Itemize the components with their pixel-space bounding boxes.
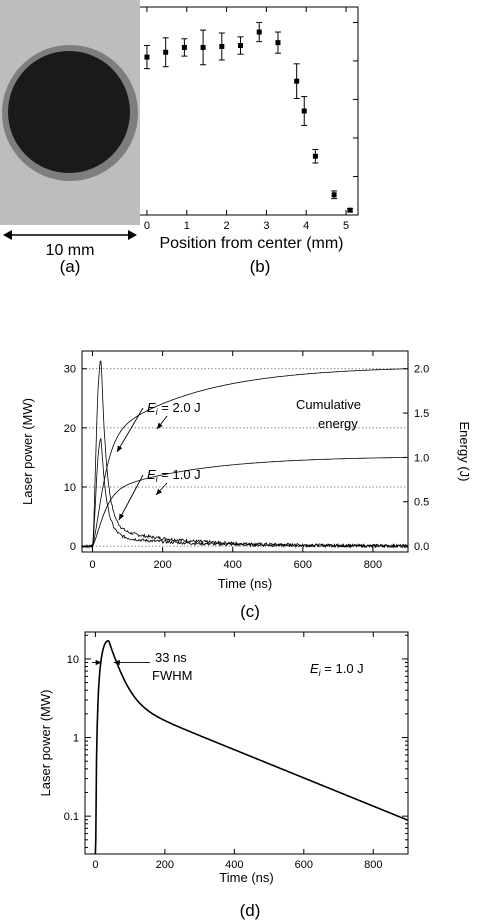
- x-tick-label: 800: [364, 559, 382, 571]
- data-point: [219, 43, 225, 49]
- arrow-2j-energy-head: [157, 422, 163, 429]
- x-tick-label: 400: [224, 559, 242, 571]
- arrow-1j-power: [118, 474, 144, 521]
- data-point: [331, 192, 337, 198]
- x-tick-label: 0: [92, 859, 98, 871]
- y-tick-label: 0: [70, 541, 76, 553]
- x-axis-label: Position from center (mm): [159, 235, 343, 252]
- y-axis-label: Laser power (MW): [20, 398, 35, 505]
- annotation-ei-1: Ei = 1.0 J: [147, 467, 201, 484]
- arrow-1j-power-head: [119, 513, 125, 520]
- series-line-2: [82, 368, 408, 547]
- x-axis-label: Time (ns): [219, 870, 273, 885]
- x-tick-label: 0: [89, 559, 95, 571]
- y-axis-label: Laser power (MW): [38, 690, 53, 797]
- series-line-1: [82, 437, 409, 549]
- y-tick-label: 10: [67, 654, 79, 666]
- plot-frame: [84, 631, 409, 855]
- x-tick-label: 200: [156, 859, 174, 871]
- panel-d-label: (d): [240, 901, 261, 920]
- annotation-ei-2: Ei = 2.0 J: [147, 400, 201, 417]
- data-point: [181, 44, 187, 50]
- annotation-cumulative: Cumulative: [296, 397, 361, 412]
- arrow-1j-energy-head: [156, 488, 162, 495]
- y-tick-label: 10: [64, 482, 76, 494]
- x-tick-label: 4: [303, 220, 309, 232]
- annotation-ei-1: Ei = 1.0 J: [310, 661, 364, 678]
- x-tick-label: 200: [153, 559, 171, 571]
- y-right-axis-label: Energy (J): [457, 422, 472, 482]
- x-tick-label: 1: [184, 220, 190, 232]
- y-tick-label: 20: [64, 423, 76, 435]
- x-tick-label: 600: [294, 559, 312, 571]
- y-right-tick-label: 2.0: [414, 364, 429, 376]
- x-axis-label: Time (ns): [218, 576, 272, 591]
- arrow-2j-power: [116, 407, 144, 453]
- data-point: [163, 49, 169, 55]
- fwhm-arrowhead-right: [113, 659, 120, 666]
- x-tick-label: 400: [225, 859, 243, 871]
- data-point: [312, 153, 318, 159]
- annotation-energy: energy: [318, 416, 358, 431]
- panel-c-label: (c): [240, 602, 260, 620]
- data-point: [238, 43, 244, 49]
- y-tick-label: 30: [64, 364, 76, 376]
- chart-c: 0 200 400 600 800 0 10 20 30 0.0 0.5 1.0 1.5 2.0 Time …: [20, 350, 472, 620]
- scale-bar-label: 10 mm: [45, 242, 95, 259]
- chart-b-plot: 0123450.00.20.40.60.81.0Position from ce…: [140, 6, 359, 276]
- y-right-tick-label: 0.0: [414, 541, 429, 553]
- y-right-tick-label: 1.0: [414, 452, 429, 464]
- y-right-tick-label: 1.5: [414, 408, 429, 420]
- data-point: [144, 54, 150, 60]
- data-point: [200, 44, 206, 50]
- data-point: [256, 29, 262, 35]
- series-line-3: [82, 456, 408, 547]
- series-line-0: [81, 360, 409, 549]
- burn-spot: [8, 51, 130, 173]
- panel-a-label: (a): [59, 257, 81, 276]
- data-point: [347, 207, 353, 213]
- panel-b-label: (b): [250, 257, 271, 276]
- y-right-tick-label: 0.5: [414, 497, 429, 509]
- x-tick-label: 600: [295, 859, 313, 871]
- arrow-2j-power-head: [117, 445, 123, 452]
- data-point: [301, 108, 307, 114]
- scale-bar: [3, 230, 137, 240]
- x-tick-label: 2: [224, 220, 230, 232]
- x-tick-label: 0: [144, 220, 150, 232]
- chart-b: 0123450.00.20.40.60.81.0Position from ce…: [140, 6, 359, 276]
- x-tick-label: 5: [343, 220, 349, 232]
- fwhm-arrowhead-left: [95, 659, 102, 666]
- series-line-d: [94, 639, 409, 855]
- data-point: [275, 40, 281, 46]
- y-tick-label: 1: [73, 733, 79, 745]
- annotation-fwhm: FWHM: [152, 668, 192, 683]
- panel-a: 10 mm (a): [0, 0, 140, 280]
- x-tick-label: 3: [263, 220, 269, 232]
- y-tick-label: 0.1: [64, 811, 79, 823]
- data-point: [294, 78, 300, 84]
- plot-frame: [140, 6, 359, 216]
- x-tick-label: 800: [364, 859, 382, 871]
- plot-frame: [81, 350, 409, 553]
- chart-d: 0 200 400 600 800 0.1 1 10 Time (ns) Laser power …: [38, 631, 409, 920]
- annotation-33ns: 33 ns: [155, 650, 187, 665]
- panel-a-svg: [0, 0, 140, 240]
